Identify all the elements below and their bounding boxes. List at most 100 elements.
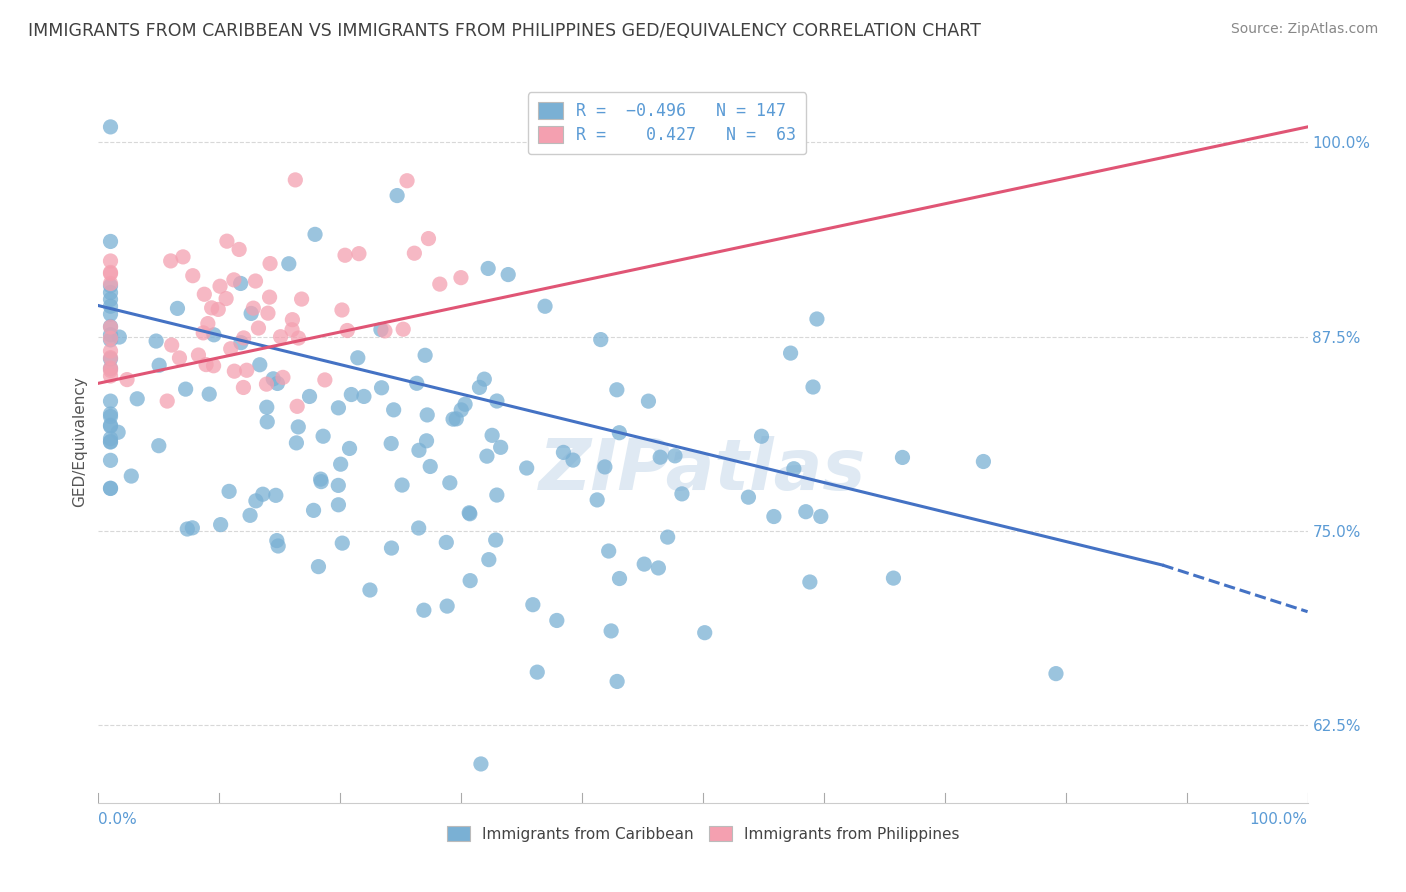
Point xyxy=(100,333,122,347)
Point xyxy=(593,459,616,474)
Point xyxy=(100,481,122,495)
Point xyxy=(346,351,368,365)
Point xyxy=(693,625,716,640)
Point xyxy=(100,320,122,334)
Point xyxy=(222,273,245,287)
Point xyxy=(100,307,122,321)
Point xyxy=(359,582,381,597)
Point xyxy=(245,494,267,508)
Point xyxy=(391,478,413,492)
Point xyxy=(100,368,122,383)
Point xyxy=(408,443,430,458)
Point xyxy=(439,475,461,490)
Point xyxy=(115,373,138,387)
Point xyxy=(166,301,188,316)
Point xyxy=(218,484,240,499)
Point xyxy=(228,243,250,257)
Point xyxy=(609,425,631,440)
Point xyxy=(468,380,491,394)
Point xyxy=(328,498,350,512)
Point xyxy=(446,412,468,426)
Point xyxy=(245,274,267,288)
Point xyxy=(419,459,441,474)
Point xyxy=(522,598,544,612)
Point xyxy=(197,317,219,331)
Point xyxy=(600,624,623,638)
Point xyxy=(120,469,142,483)
Point xyxy=(304,227,326,242)
Point xyxy=(219,342,242,356)
Point xyxy=(380,436,402,450)
Point xyxy=(650,450,672,465)
Point xyxy=(100,293,122,307)
Point xyxy=(176,522,198,536)
Point xyxy=(100,394,122,409)
Point xyxy=(413,348,436,362)
Point xyxy=(751,429,773,443)
Point xyxy=(195,358,218,372)
Point xyxy=(458,574,481,588)
Point xyxy=(526,665,548,680)
Point xyxy=(240,306,263,320)
Point xyxy=(207,302,229,317)
Point xyxy=(404,246,426,260)
Point xyxy=(145,334,167,348)
Point xyxy=(633,557,655,571)
Point xyxy=(415,434,437,448)
Point xyxy=(100,319,122,334)
Point xyxy=(328,401,350,415)
Point xyxy=(181,521,204,535)
Point xyxy=(262,372,284,386)
Point xyxy=(412,603,434,617)
Point xyxy=(247,321,270,335)
Y-axis label: GED/Equivalency: GED/Equivalency xyxy=(72,376,87,507)
Point xyxy=(100,407,122,421)
Point xyxy=(485,533,508,547)
Point xyxy=(100,453,122,467)
Point xyxy=(450,403,472,417)
Point xyxy=(187,348,209,362)
Point xyxy=(485,488,508,502)
Point xyxy=(160,338,183,352)
Point xyxy=(496,268,519,282)
Point xyxy=(562,453,585,467)
Point xyxy=(202,327,225,342)
Point xyxy=(370,381,392,395)
Point xyxy=(298,389,321,403)
Text: 0.0%: 0.0% xyxy=(98,812,138,827)
Point xyxy=(534,299,557,313)
Point xyxy=(385,188,408,202)
Point xyxy=(100,120,122,134)
Point xyxy=(287,420,309,434)
Point xyxy=(100,351,122,366)
Point xyxy=(224,364,246,378)
Point xyxy=(202,359,225,373)
Point xyxy=(598,544,620,558)
Point xyxy=(198,387,221,401)
Point xyxy=(806,312,828,326)
Point xyxy=(434,535,457,549)
Point xyxy=(169,351,191,365)
Point xyxy=(478,552,501,566)
Point xyxy=(284,173,307,187)
Point xyxy=(259,256,281,270)
Point xyxy=(314,373,336,387)
Point xyxy=(100,277,122,291)
Point xyxy=(450,270,472,285)
Point xyxy=(382,402,405,417)
Point xyxy=(100,267,122,281)
Point xyxy=(333,248,356,262)
Text: Source: ZipAtlas.com: Source: ZipAtlas.com xyxy=(1230,22,1378,37)
Point xyxy=(172,250,194,264)
Point xyxy=(882,571,904,585)
Point xyxy=(100,327,122,342)
Point xyxy=(239,508,262,523)
Point xyxy=(100,418,122,433)
Point xyxy=(208,279,231,293)
Legend: Immigrants from Caribbean, Immigrants from Philippines: Immigrants from Caribbean, Immigrants fr… xyxy=(439,818,967,849)
Point xyxy=(458,506,481,520)
Point xyxy=(609,572,631,586)
Point xyxy=(330,536,353,550)
Point xyxy=(801,380,824,394)
Point xyxy=(100,363,122,377)
